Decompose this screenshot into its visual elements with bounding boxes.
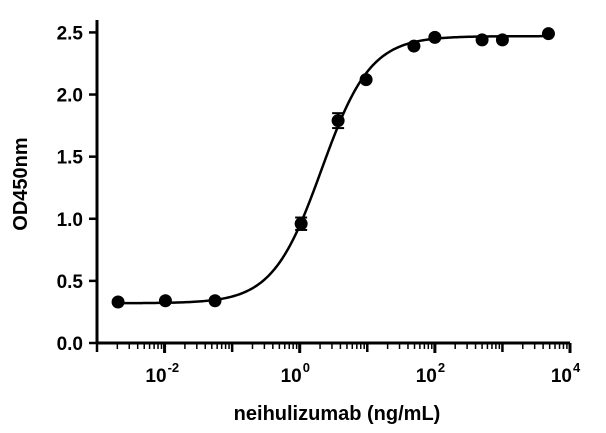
data-marker (407, 39, 421, 53)
x-axis-title: neihulizumab (ng/mL) (234, 403, 441, 425)
data-marker (158, 294, 172, 308)
x-tick-exponent: -2 (168, 360, 180, 375)
x-tick-label: 10 (551, 366, 572, 387)
data-point (407, 39, 421, 53)
y-tick-label: 1.0 (57, 210, 83, 231)
y-tick-label: 2.0 (57, 86, 83, 107)
data-points-layer (111, 27, 555, 309)
data-point (208, 294, 222, 308)
y-tick-label: 1.5 (57, 148, 84, 169)
fit-curve-layer (118, 34, 549, 305)
data-marker (428, 30, 442, 44)
data-point (359, 73, 373, 87)
data-point (331, 112, 345, 130)
data-marker (495, 33, 509, 47)
x-tick-exponent: 2 (438, 360, 445, 375)
x-tick-exponent: 4 (573, 360, 581, 375)
data-point (111, 295, 125, 309)
x-tick-exponent: 0 (303, 360, 310, 375)
data-marker (331, 114, 345, 128)
y-tick-label: 0.5 (57, 272, 84, 293)
x-tick-label: 10 (145, 366, 166, 387)
data-point (475, 33, 489, 47)
y-axis: 0.0 0.5 1.0 1.5 2.0 2.5 (57, 20, 99, 355)
data-marker (475, 33, 489, 47)
x-tick-label: 10 (416, 366, 437, 387)
data-marker (541, 27, 555, 41)
fit-curve (118, 34, 549, 305)
data-marker (359, 73, 373, 87)
data-point (294, 216, 308, 231)
data-point (541, 27, 555, 41)
data-point (158, 294, 172, 308)
x-axis: 10 -2 10 0 10 2 10 4 (95, 341, 581, 387)
data-marker (111, 295, 125, 309)
y-tick-label: 0.0 (57, 334, 83, 355)
data-point (495, 33, 509, 47)
data-marker (208, 294, 222, 308)
y-axis-title: OD450nm (10, 137, 32, 230)
data-marker (294, 217, 308, 231)
y-tick-label: 2.5 (57, 23, 84, 44)
x-tick-label: 10 (281, 366, 302, 387)
data-point (428, 30, 442, 44)
